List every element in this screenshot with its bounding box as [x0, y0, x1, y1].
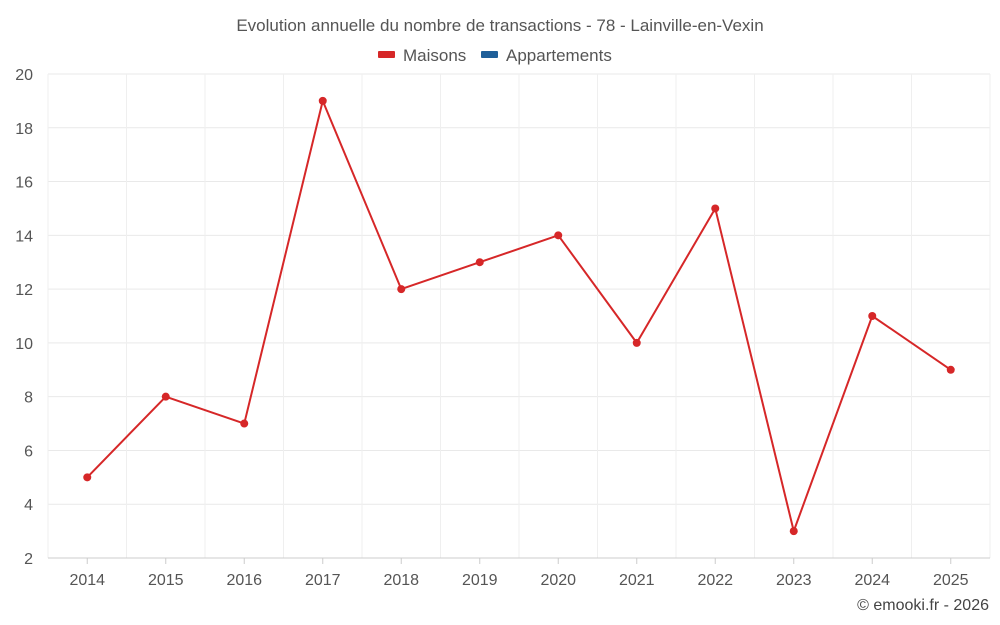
- x-tick-label: 2016: [226, 572, 262, 589]
- x-axis-ticks: 2014 2015 2016 2017 2018 2019 2020 2021 2022 2023…: [69, 558, 969, 589]
- x-tick-label: 2015: [148, 572, 184, 589]
- credit-text: © emooki.fr - 2026: [857, 597, 989, 614]
- data-point-2019[interactable]: [475, 258, 484, 267]
- y-tick-label: 10: [15, 336, 33, 353]
- y-tick-label: 20: [15, 67, 33, 84]
- data-point-2020[interactable]: [554, 231, 563, 240]
- legend-swatch-maisons: [378, 51, 395, 58]
- legend: Maisons Appartements: [378, 46, 612, 65]
- legend-item-appartements[interactable]: Appartements: [481, 46, 612, 65]
- data-point-2024[interactable]: [868, 312, 877, 320]
- y-tick-label: 4: [24, 497, 33, 514]
- y-tick-label: 6: [24, 443, 33, 460]
- y-tick-label: 12: [15, 282, 33, 299]
- legend-item-maisons[interactable]: Maisons: [378, 46, 466, 65]
- x-tick-label: 2017: [305, 572, 341, 589]
- data-point-2023[interactable]: [789, 527, 798, 536]
- y-tick-label: 8: [24, 390, 33, 407]
- y-tick-label: 16: [15, 175, 33, 192]
- y-axis-ticks: 2 4 6 8 10 12 14 16 18 20: [15, 67, 33, 568]
- data-point-2014[interactable]: [83, 473, 92, 482]
- data-point-2022[interactable]: [711, 204, 720, 213]
- data-point-2021[interactable]: [632, 338, 641, 347]
- x-tick-label: 2019: [462, 572, 498, 589]
- legend-label-appartements: Appartements: [506, 46, 612, 65]
- x-tick-label: 2021: [619, 572, 655, 589]
- data-point-2015[interactable]: [161, 392, 170, 401]
- chart-title: Evolution annuelle du nombre de transact…: [236, 16, 763, 35]
- series-line-maisons: [86, 99, 952, 533]
- data-point-2016[interactable]: [240, 419, 249, 428]
- data-point-2017[interactable]: [318, 96, 327, 105]
- x-tick-label: 2022: [697, 572, 733, 589]
- x-tick-label: 2024: [854, 572, 890, 589]
- x-tick-label: 2023: [776, 572, 812, 589]
- legend-label-maisons: Maisons: [403, 46, 466, 65]
- series-maisons: [83, 96, 955, 536]
- y-tick-label: 2: [24, 551, 33, 568]
- x-tick-label: 2014: [69, 572, 105, 589]
- y-tick-label: 14: [15, 228, 33, 245]
- x-tick-label: 2020: [540, 572, 576, 589]
- x-tick-label: 2018: [383, 572, 419, 589]
- gridlines: [47, 73, 991, 558]
- data-point-2025[interactable]: [946, 365, 955, 374]
- y-tick-label: 18: [15, 121, 33, 138]
- x-tick-label: 2025: [933, 572, 969, 589]
- data-point-2018[interactable]: [397, 285, 406, 294]
- legend-swatch-appartements: [481, 51, 498, 58]
